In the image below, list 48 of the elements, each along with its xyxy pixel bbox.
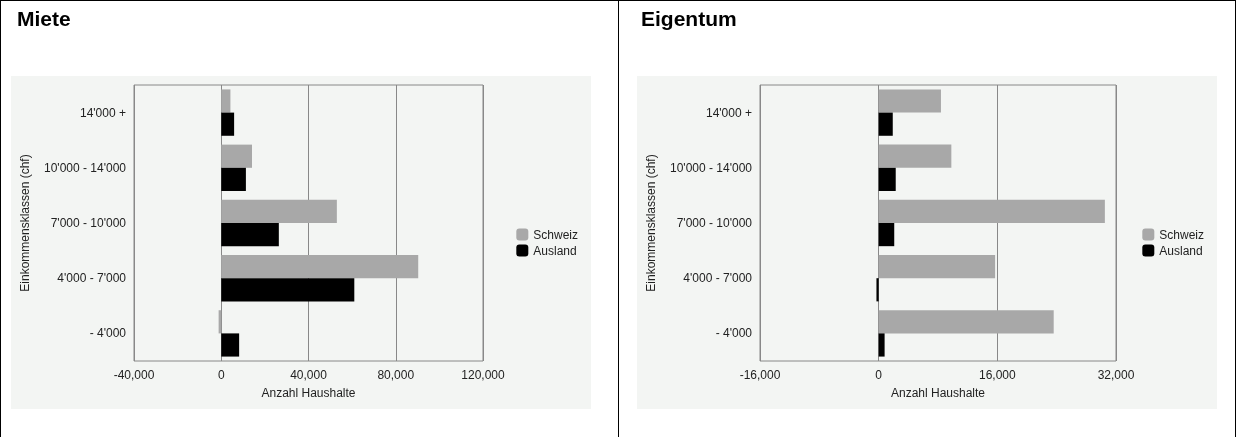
bar — [878, 223, 895, 247]
bar — [876, 278, 879, 302]
y-tick-label: 7'000 - 10'000 — [50, 216, 127, 230]
x-tick-label: -16,000 — [739, 368, 781, 382]
y-axis-title: Einkommensklassen (chf) — [18, 154, 32, 292]
y-tick-label: 4'000 - 7'000 — [57, 271, 127, 286]
y-tick-label: 4'000 - 7'000 — [683, 271, 753, 286]
legend-label: Ausland — [1159, 243, 1203, 258]
bar — [878, 310, 1054, 334]
x-tick-label: 80,000 — [377, 368, 415, 382]
bar — [878, 112, 893, 136]
legend-label: Ausland — [533, 243, 577, 258]
bar — [221, 278, 355, 302]
chart-title: Miete — [17, 7, 71, 31]
y-axis-title: Einkommensklassen (chf) — [644, 154, 658, 292]
legend-label: Schweiz — [533, 227, 578, 242]
x-tick-label: 0 — [217, 368, 225, 382]
x-tick-label: 120,000 — [461, 368, 506, 382]
y-tick-label: 14'000 + — [79, 105, 126, 120]
bar — [221, 112, 235, 136]
x-tick-label: 16,000 — [978, 368, 1017, 382]
legend-label: Schweiz — [1159, 227, 1204, 242]
bar — [221, 199, 337, 223]
bar — [221, 223, 279, 247]
bar — [878, 167, 896, 191]
x-tick-label: 40,000 — [290, 368, 328, 382]
y-tick-label: - 4'000 — [715, 326, 753, 341]
bar — [221, 255, 419, 279]
bar — [878, 255, 996, 279]
y-tick-label: 10'000 - 14'000 — [670, 160, 753, 175]
y-tick-label: 7'000 - 10'000 — [676, 216, 753, 230]
bar — [878, 333, 885, 357]
x-axis-title: Anzahl Haushalte — [261, 386, 356, 400]
bar — [221, 167, 246, 191]
x-tick-label: 32,000 — [1097, 368, 1135, 382]
y-tick-label: - 4'000 — [89, 326, 127, 341]
x-tick-label: 0 — [875, 368, 883, 382]
x-tick-label: -40,000 — [113, 368, 155, 382]
y-tick-label: 14'000 + — [705, 105, 752, 120]
x-axis-title: Anzahl Haushalte — [890, 386, 986, 400]
bar — [221, 333, 240, 357]
y-tick-label: 10'000 - 14'000 — [44, 160, 127, 175]
bar — [878, 144, 952, 168]
chart-title: Eigentum — [641, 7, 737, 31]
bar — [221, 144, 253, 168]
bar — [878, 199, 1105, 223]
bar — [878, 89, 941, 113]
bar — [221, 89, 231, 113]
